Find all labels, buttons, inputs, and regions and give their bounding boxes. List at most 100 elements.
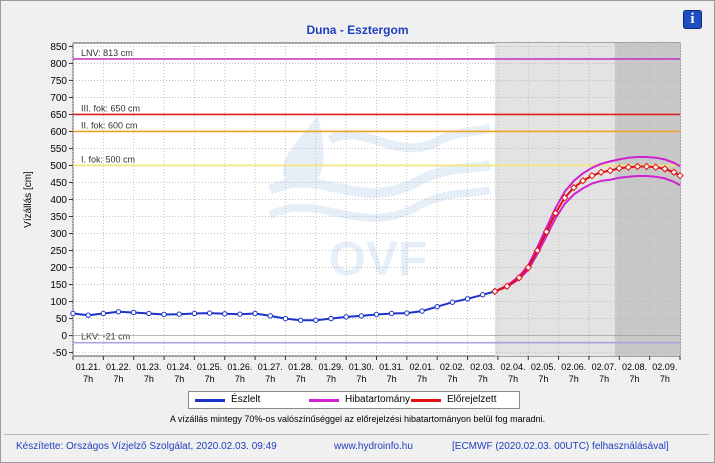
x-tick-label-date: 02.01. bbox=[410, 362, 435, 372]
observed-point bbox=[297, 317, 304, 323]
observed-point bbox=[404, 310, 410, 316]
x-tick-label-hour: 7h bbox=[478, 374, 488, 384]
forecast-point bbox=[676, 171, 684, 180]
forecast-point bbox=[615, 164, 624, 172]
x-tick-label-hour: 7h bbox=[205, 374, 215, 384]
x-tick-label-hour: 7h bbox=[114, 374, 124, 384]
reference-line-label: II. fok: 600 cm bbox=[81, 120, 138, 130]
x-tick-label-hour: 7h bbox=[538, 374, 548, 384]
observed-point bbox=[419, 308, 425, 314]
x-tick-label-hour: 7h bbox=[629, 374, 639, 384]
forecast-point bbox=[551, 209, 560, 217]
forecast-point bbox=[524, 263, 532, 272]
observed-point bbox=[434, 303, 440, 310]
forecast-point bbox=[491, 287, 499, 296]
observed-point bbox=[191, 310, 198, 317]
observed-point bbox=[131, 309, 137, 316]
y-tick-label: 0 bbox=[61, 331, 67, 342]
x-tick-label-hour: 7h bbox=[569, 374, 579, 384]
x-tick-label-date: 02.09. bbox=[652, 362, 677, 372]
y-tick-label: 700 bbox=[50, 93, 67, 104]
observed-point bbox=[282, 315, 289, 322]
x-tick-label-date: 02.06. bbox=[561, 362, 586, 372]
y-tick-label: 150 bbox=[50, 280, 67, 291]
footer-website-link[interactable]: www.hydroinfo.hu bbox=[334, 441, 413, 452]
y-tick-label: 450 bbox=[50, 178, 67, 189]
observed-point bbox=[146, 310, 152, 317]
forecast-note: A vízállás mintegy 70%-os valószínűségge… bbox=[169, 414, 546, 424]
x-tick-label-hour: 7h bbox=[447, 374, 457, 384]
observed-point bbox=[161, 311, 167, 318]
x-tick-label-date: 01.31. bbox=[379, 362, 404, 372]
observed-point bbox=[343, 314, 349, 320]
reference-line-label: III. fok: 650 cm bbox=[81, 103, 140, 113]
forecast-point bbox=[570, 183, 578, 192]
observed-point bbox=[388, 310, 395, 317]
y-tick-label: 600 bbox=[50, 127, 67, 138]
forecast-point bbox=[560, 194, 569, 202]
watermark-wave-shape bbox=[268, 186, 491, 222]
y-tick-label: 850 bbox=[50, 42, 67, 53]
legend-label-error-band: Hibatartomány bbox=[345, 394, 411, 405]
forecast-point bbox=[633, 162, 642, 171]
x-tick-label-date: 01.23. bbox=[136, 362, 161, 372]
x-tick-label-date: 02.04. bbox=[501, 362, 526, 372]
observed-point bbox=[70, 310, 76, 317]
observed-point bbox=[328, 315, 334, 322]
x-tick-label-hour: 7h bbox=[83, 374, 93, 384]
y-tick-label: 800 bbox=[50, 59, 67, 70]
x-tick-label-date: 01.29. bbox=[318, 362, 343, 372]
x-tick-label-hour: 7h bbox=[660, 374, 670, 384]
observed-point bbox=[115, 309, 122, 315]
x-tick-label-hour: 7h bbox=[417, 374, 427, 384]
observed-point bbox=[100, 310, 107, 317]
forecast-point bbox=[642, 162, 651, 171]
observed-point bbox=[449, 299, 456, 305]
forecast-point bbox=[670, 168, 678, 176]
x-tick-label-date: 01.28. bbox=[288, 362, 313, 372]
legend-swatch-error-band bbox=[309, 399, 339, 402]
observed-point bbox=[222, 311, 228, 317]
y-tick-label: 400 bbox=[50, 195, 67, 206]
legend-label-forecast: Előrejelzett bbox=[447, 394, 497, 405]
observed-point bbox=[464, 296, 471, 302]
x-tick-label-date: 01.25. bbox=[197, 362, 222, 372]
info-icon[interactable]: i bbox=[683, 10, 702, 29]
forecast-point bbox=[588, 171, 596, 180]
observed-point bbox=[358, 313, 365, 319]
y-tick-label: 550 bbox=[50, 144, 67, 155]
reference-line-label: LKV: -21 cm bbox=[81, 332, 130, 342]
x-tick-label-hour: 7h bbox=[265, 374, 275, 384]
observed-point bbox=[313, 317, 319, 323]
ovf-watermark: OVF bbox=[267, 115, 492, 286]
x-tick-label-hour: 7h bbox=[326, 374, 336, 384]
chart-title: Duna - Esztergom bbox=[306, 23, 409, 37]
x-tick-label-date: 02.07. bbox=[592, 362, 617, 372]
watermark-wave-shape bbox=[267, 160, 492, 198]
x-tick-label-date: 01.24. bbox=[167, 362, 192, 372]
footer-model-info: [ECMWF (2020.02.03. 00UTC) felhasználásá… bbox=[452, 441, 669, 452]
x-tick-label-date: 02.08. bbox=[622, 362, 647, 372]
y-tick-label: 500 bbox=[50, 161, 67, 172]
footer-credit: Készítette: Országos Vízjelző Szolgálat,… bbox=[16, 441, 277, 452]
y-tick-label: -50 bbox=[53, 348, 68, 359]
x-tick-label-hour: 7h bbox=[387, 374, 397, 384]
error-band-upper-line bbox=[494, 156, 681, 293]
observed-point bbox=[252, 310, 258, 317]
x-tick-label-hour: 7h bbox=[356, 374, 366, 384]
observed-point bbox=[176, 311, 182, 317]
legend-label-observed: Észlelt bbox=[231, 394, 261, 405]
x-tick-label-date: 01.21. bbox=[76, 362, 101, 372]
x-tick-label-hour: 7h bbox=[508, 374, 518, 384]
error-band-lower-line bbox=[494, 175, 681, 293]
x-tick-label-date: 01.27. bbox=[258, 362, 283, 372]
y-tick-label: 50 bbox=[56, 314, 68, 325]
chart-legend: Észlelt Hibatartomány Előrejelzett bbox=[188, 391, 520, 409]
forecast-point bbox=[542, 228, 551, 236]
y-tick-label: 200 bbox=[50, 263, 67, 274]
observed-point bbox=[267, 313, 273, 319]
observed-point bbox=[373, 311, 380, 318]
forecast-point bbox=[652, 163, 660, 171]
forecast-point bbox=[533, 246, 542, 255]
